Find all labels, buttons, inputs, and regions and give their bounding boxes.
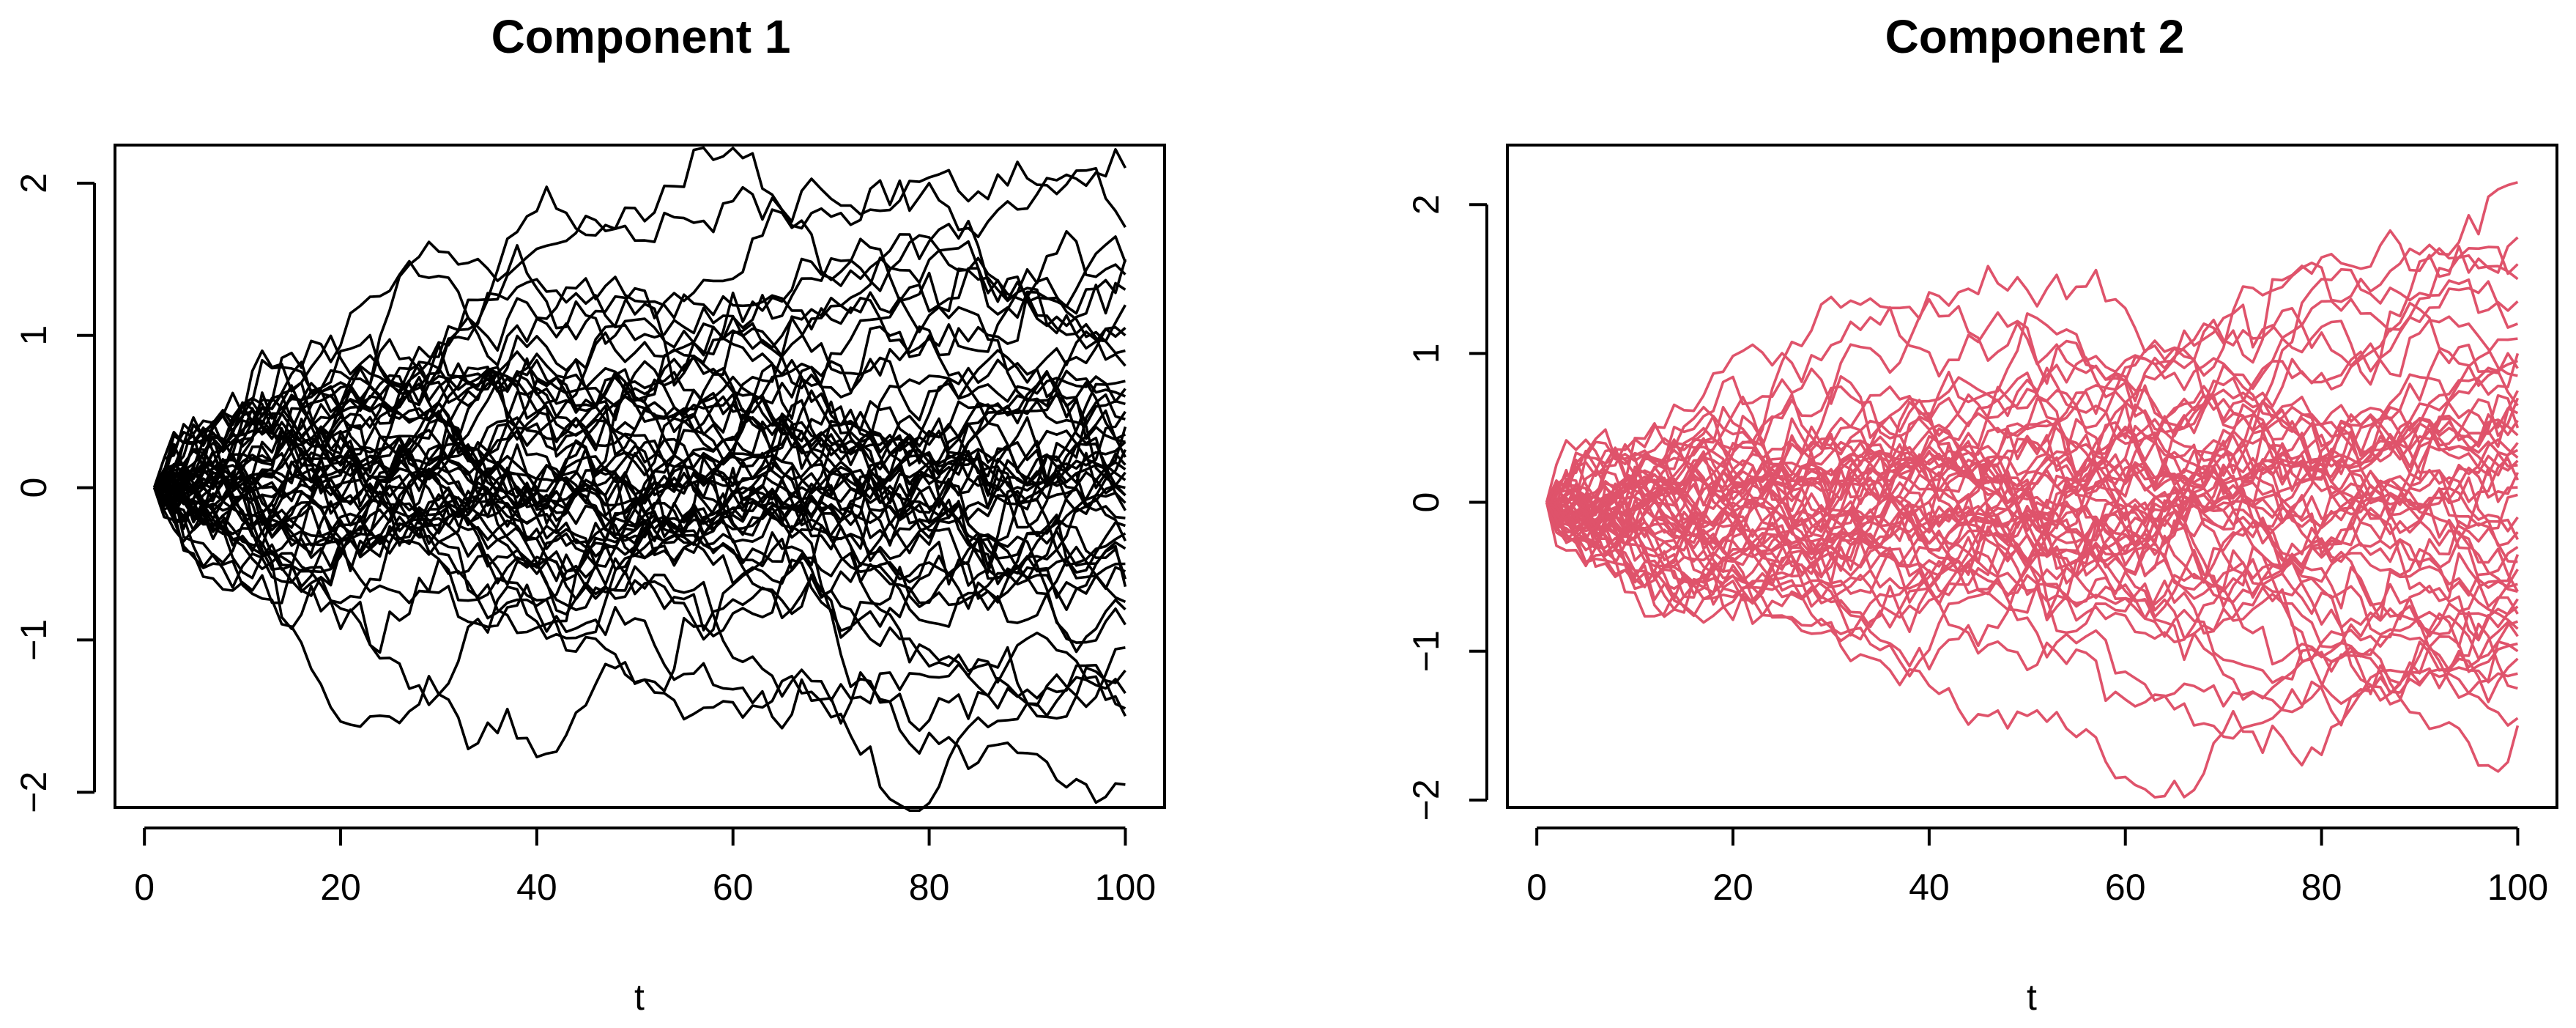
- series-line: [1545, 267, 2519, 504]
- series-line: [1545, 181, 2518, 530]
- series-line: [154, 219, 1126, 503]
- series-line: [153, 412, 1126, 610]
- y-tick-label: −2: [13, 772, 54, 813]
- chart-title: Component 2: [1885, 10, 2185, 63]
- series-line: [1545, 393, 2520, 583]
- series-line: [153, 322, 1126, 492]
- plot-frame: [1506, 144, 2558, 809]
- y-tick-label: 2: [13, 173, 54, 193]
- series-line: [1545, 458, 2519, 727]
- series-lines: [152, 146, 1127, 813]
- y-tick-label: 2: [1406, 194, 1447, 215]
- series-line: [153, 334, 1126, 497]
- series-line: [153, 395, 1127, 568]
- x-axis-label: t: [2027, 977, 2037, 1018]
- x-tick-label: 80: [909, 867, 950, 908]
- x-axis: 0 20 40 60 80 100: [134, 827, 1156, 908]
- series-line: [153, 481, 1126, 641]
- series-line: [1545, 426, 2519, 599]
- x-tick-label: 40: [1909, 867, 1950, 908]
- chart-title: Component 1: [491, 10, 791, 63]
- series-lines: [1545, 181, 2520, 799]
- series-line: [153, 480, 1127, 717]
- y-tick-label: 1: [1406, 343, 1447, 363]
- x-tick-label: 100: [1095, 867, 1156, 908]
- series-line: [153, 459, 1126, 587]
- x-tick-label: 80: [2301, 867, 2342, 908]
- series-line: [1545, 450, 2519, 643]
- series-line: [154, 358, 1126, 524]
- x-tick-label: 20: [1712, 867, 1753, 908]
- x-tick-label: 20: [320, 867, 361, 908]
- series-line: [153, 334, 1126, 527]
- series-line: [153, 487, 1126, 644]
- x-tick-label: 100: [2487, 867, 2548, 908]
- x-tick-label: 0: [1526, 867, 1547, 908]
- x-axis-label: t: [634, 977, 645, 1018]
- series-line: [153, 445, 1126, 580]
- series-line: [1545, 456, 2520, 629]
- series-line: [153, 409, 1126, 604]
- chart-panel-component-1: Component 1 0 20 40 60 80 100 −2 −1 0 1 2 t: [13, 10, 1166, 1018]
- series-line: [153, 359, 1126, 531]
- series-line: [1545, 429, 2519, 619]
- series-line: [1545, 501, 2519, 678]
- series-line: [153, 410, 1126, 569]
- x-tick-label: 60: [713, 867, 754, 908]
- series-line: [1545, 450, 2518, 708]
- series-line: [153, 481, 1126, 732]
- y-axis: −2 −1 0 1 2: [13, 173, 96, 813]
- y-tick-label: 0: [13, 478, 54, 498]
- series-line: [153, 240, 1126, 489]
- x-tick-label: 40: [516, 867, 557, 908]
- y-tick-label: −1: [1406, 630, 1447, 672]
- series-line: [1545, 297, 2518, 533]
- y-tick-label: 0: [1406, 492, 1447, 513]
- chart-panel-component-2: Component 2 0 20 40 60 80 100 −2 −1 0 1 2 t: [1406, 10, 2558, 1018]
- series-line: [1545, 500, 2518, 602]
- series-line: [1545, 481, 2519, 642]
- series-line: [153, 407, 1126, 805]
- series-line: [1545, 415, 2519, 574]
- y-axis: −2 −1 0 1 2: [1406, 194, 1488, 821]
- series-line: [1546, 393, 2518, 558]
- series-line: [153, 412, 1126, 581]
- y-tick-label: −2: [1406, 779, 1447, 821]
- series-line: [1545, 501, 2518, 673]
- series-line: [153, 338, 1126, 504]
- series-line: [152, 259, 1126, 489]
- y-tick-label: 1: [13, 325, 54, 346]
- y-tick-label: −1: [13, 619, 54, 661]
- series-line: [153, 487, 1126, 707]
- plot-frame: [114, 144, 1166, 809]
- x-tick-label: 60: [2105, 867, 2146, 908]
- series-line: [1545, 413, 2518, 552]
- x-tick-label: 0: [134, 867, 155, 908]
- x-axis: 0 20 40 60 80 100: [1526, 827, 2548, 908]
